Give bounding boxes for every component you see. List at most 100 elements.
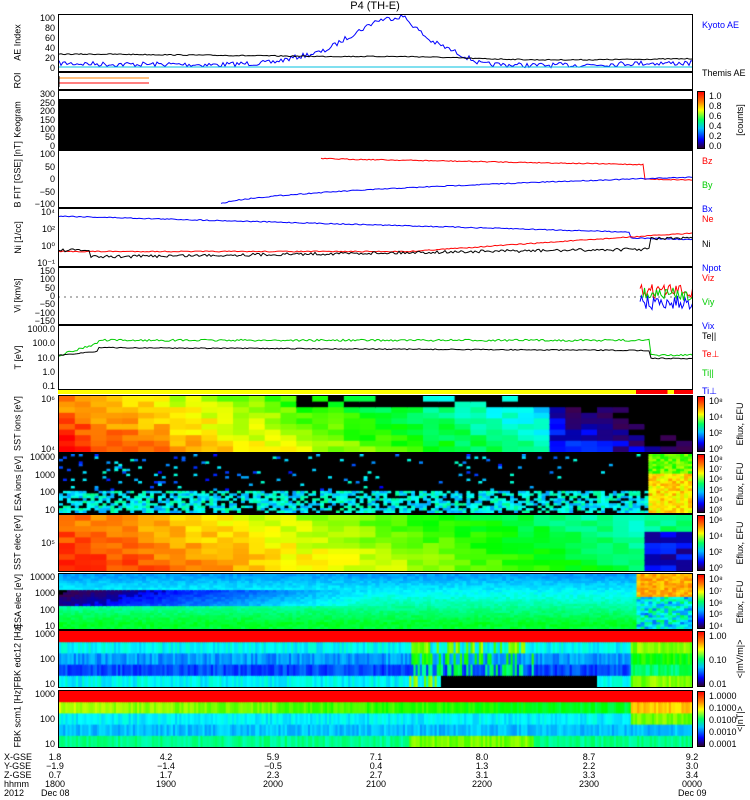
axis-x-gse-value: 4.2 bbox=[159, 752, 173, 762]
zero-dotted-line bbox=[346, 296, 348, 298]
zero-dotted-line bbox=[400, 296, 402, 298]
keo-tick-label: 100 bbox=[39, 123, 55, 134]
zero-dotted-line bbox=[220, 296, 222, 298]
zero-dotted-line bbox=[532, 296, 534, 298]
zero-dotted-line bbox=[190, 296, 192, 298]
keo-colorbar-tick: 0.8 bbox=[709, 101, 722, 111]
zero-dotted-line bbox=[166, 296, 168, 298]
zero-dotted-line bbox=[64, 296, 66, 298]
zero-dotted-line bbox=[484, 296, 486, 298]
ae-tick-label: 0 bbox=[49, 63, 55, 73]
panel-fbke bbox=[58, 630, 693, 688]
fbke-colorbar-tick: 1.00 bbox=[709, 631, 727, 641]
zero-dotted-line bbox=[154, 296, 156, 298]
zero-dotted-line bbox=[358, 296, 360, 298]
axis-z-gse-value: 2.3 bbox=[266, 770, 280, 780]
esae-tick-label: 10 bbox=[44, 621, 55, 631]
bfit-tick-label: −100 bbox=[34, 199, 55, 209]
esai-tick-label: 10000 bbox=[29, 452, 55, 462]
fbks-tick-label: 1000 bbox=[34, 689, 55, 699]
zero-dotted-line bbox=[88, 296, 90, 298]
zero-dotted-line bbox=[406, 296, 408, 298]
axis-y-gse-value: −1.9 bbox=[46, 761, 64, 771]
keo-plot-area bbox=[59, 99, 692, 149]
ae-tick-label: 60 bbox=[44, 33, 55, 43]
roi-y-axis-label: ROI bbox=[12, 72, 23, 89]
bfit-tick-label: −50 bbox=[39, 186, 55, 197]
zero-dotted-line bbox=[478, 296, 480, 298]
zero-dotted-line bbox=[520, 296, 522, 298]
fbks-colorbar-tick: 0.0001 bbox=[709, 739, 737, 749]
zero-dotted-line bbox=[370, 296, 372, 298]
esai-colorbar-unit: Eflux, EFU bbox=[735, 462, 745, 506]
zero-dotted-line bbox=[76, 296, 78, 298]
bz-line bbox=[320, 157, 692, 181]
fbke-spectrogram bbox=[59, 631, 692, 687]
zero-dotted-line bbox=[226, 296, 228, 298]
esai-colorbar-tick: 10⁶ bbox=[709, 474, 723, 485]
esai-colorbar-tick: 10⁴ bbox=[709, 494, 723, 505]
keo-colorbar-tick: 0.2 bbox=[709, 131, 722, 141]
panel-bfit bbox=[58, 150, 693, 208]
panel-vi bbox=[58, 267, 693, 325]
ni-line bbox=[59, 236, 692, 259]
zero-dotted-line bbox=[418, 296, 420, 298]
zero-dotted-line bbox=[412, 296, 414, 298]
ti-tick-label: 10.0 bbox=[37, 352, 55, 363]
zero-dotted-line bbox=[178, 296, 180, 298]
sste-colorbar bbox=[697, 515, 705, 571]
bfit-legend-by: By bbox=[702, 180, 713, 190]
esae-colorbar-tick: 10⁷ bbox=[709, 585, 723, 596]
esae-colorbar-tick: 10⁸ bbox=[709, 574, 723, 584]
keo-tick-label: 0 bbox=[49, 141, 55, 151]
zero-dotted-line bbox=[442, 296, 444, 298]
vix-line bbox=[639, 294, 692, 311]
ti-tick-label: 0.1 bbox=[42, 381, 55, 391]
zero-dotted-line bbox=[610, 296, 612, 298]
keo-tick-label: 150 bbox=[39, 115, 55, 125]
zero-dotted-line bbox=[118, 296, 120, 298]
sste-spectrogram bbox=[59, 515, 692, 571]
axis-date-value: Dec 09 bbox=[678, 788, 707, 798]
esai-tick-label: 100 bbox=[39, 487, 55, 498]
axis-x-gse-value: 9.2 bbox=[685, 752, 699, 762]
zero-dotted-line bbox=[196, 296, 198, 298]
axis-y-gse-value: −1.4 bbox=[157, 761, 175, 771]
vi-tick-label: −50 bbox=[39, 299, 55, 310]
zero-dotted-line bbox=[316, 296, 318, 298]
axis-hhmm-value: 0000 bbox=[681, 779, 703, 789]
panel-sste bbox=[58, 514, 693, 572]
ni-legend-ni: Ni bbox=[702, 238, 711, 249]
zero-dotted-line bbox=[436, 296, 438, 298]
zero-dotted-line bbox=[184, 296, 186, 298]
zero-dotted-line bbox=[59, 296, 60, 298]
zero-dotted-line bbox=[388, 296, 390, 298]
fbks-colorbar-tick: 1.0000 bbox=[709, 691, 737, 701]
zero-dotted-line bbox=[430, 296, 432, 298]
axis-y-gse-value: −0.5 bbox=[264, 761, 282, 771]
vi-tick-label: 150 bbox=[39, 266, 55, 276]
fbks-colorbar-tick: 0.0100 bbox=[709, 715, 737, 725]
panel-ssti bbox=[58, 395, 693, 453]
ti-legend-ti: Ti|| bbox=[702, 367, 714, 378]
zero-dotted-line bbox=[424, 296, 426, 298]
zero-dotted-line bbox=[658, 296, 660, 298]
fbke-colorbar-tick: 0.01 bbox=[709, 679, 727, 689]
keo-tick-label: 250 bbox=[39, 97, 55, 108]
ti-legend-te: Te|| bbox=[702, 331, 717, 341]
esai-colorbar-tick: 10⁵ bbox=[709, 484, 723, 495]
zero-dotted-line bbox=[280, 296, 282, 298]
axis-z-gse-value: 1.7 bbox=[159, 770, 173, 780]
zero-dotted-line bbox=[328, 296, 330, 298]
zero-dotted-line bbox=[544, 296, 546, 298]
keo-colorbar-tick: 0.6 bbox=[709, 111, 722, 121]
ae-legend-themisae: Themis AE bbox=[702, 68, 746, 78]
zero-dotted-line bbox=[106, 296, 108, 298]
axis-hhmm-value: 2100 bbox=[365, 779, 387, 789]
zero-dotted-line bbox=[496, 296, 498, 298]
zero-dotted-line bbox=[160, 296, 162, 298]
zero-dotted-line bbox=[112, 296, 114, 298]
zero-dotted-line bbox=[304, 296, 306, 298]
keo-tick-label: 200 bbox=[39, 106, 55, 117]
zero-dotted-line bbox=[94, 296, 96, 298]
